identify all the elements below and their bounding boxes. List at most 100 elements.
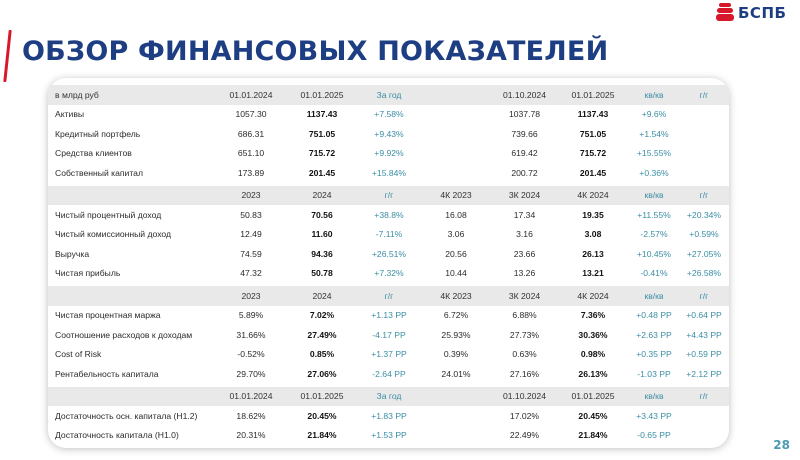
column-header: За год <box>376 391 402 402</box>
brand-logo: БСПБ <box>716 2 786 24</box>
column-header: 4К 2024 <box>577 190 609 201</box>
table-cell: 651.10 <box>237 148 265 159</box>
table-cell: +0.59 PP <box>686 349 722 360</box>
table-cell: 30.36% <box>578 329 608 340</box>
table-cell: -4.17 PP <box>372 329 406 340</box>
column-header <box>48 186 223 206</box>
table-cell: +20.34% <box>686 209 722 220</box>
table-cell: 27.06% <box>307 368 337 379</box>
column-header: кв/кв <box>644 190 664 201</box>
table-row: Чистая процентная маржа 5.89% 7.02% +1.13 P… <box>48 306 729 326</box>
row-label: Рентабельность капитала <box>55 368 159 379</box>
table-cell <box>420 406 492 426</box>
table-cell: 19.35 <box>582 209 604 220</box>
column-header: 4К 2024 <box>577 290 609 301</box>
table-cell: +2.63 PP <box>636 329 672 340</box>
column-header: кв/кв <box>644 391 664 402</box>
table-cell: +0.35 PP <box>636 349 672 360</box>
table-cell: 686.31 <box>237 128 265 139</box>
table-header-row: в млрд руб 01.01.2024 01.01.2025 За год 01.1… <box>48 85 729 105</box>
table-cell: -2.64 PP <box>372 368 406 379</box>
table-row: Чистый комиссионный доход 12.49 11.60 -7.11… <box>48 225 729 245</box>
column-header: 01.01.2025 <box>571 89 615 100</box>
table-cell <box>420 124 492 144</box>
table-cell: 6.72% <box>443 310 469 321</box>
table-cell: 751.05 <box>308 128 336 139</box>
column-header: 2023 <box>241 190 261 201</box>
table-cell: 21.84% <box>578 430 608 441</box>
table-cell: +27.05% <box>686 248 722 259</box>
table-row: Собственный капитал 173.89 201.45 +15.84% 20… <box>48 163 729 183</box>
table-cell <box>420 105 492 125</box>
table-cell: 47.32 <box>240 268 262 279</box>
table-row: Выручка 74.59 94.36 +26.51% 20.56 23.66 26.13 +… <box>48 244 729 264</box>
table-cell: 25.93% <box>441 329 471 340</box>
table-cell: +1.37 PP <box>371 349 407 360</box>
table-cell: +1.13 PP <box>371 310 407 321</box>
table-cell: 715.72 <box>579 148 607 159</box>
table-cell: 16.08 <box>445 209 467 220</box>
bank-logo-icon <box>716 3 734 21</box>
table-header-row: 2023 2024 г/г 4К 2023 3К 2024 4К 2024 кв/кв г/г <box>48 185 729 206</box>
table-cell: 200.72 <box>511 167 538 178</box>
row-label: Достаточность осн. капитала (Н1.2) <box>55 410 198 421</box>
table-cell: 50.78 <box>311 268 333 279</box>
table-row: Cost of Risk -0.52% 0.85% +1.37 PP 0.39% 0.63… <box>48 345 729 365</box>
table-cell: 11.60 <box>311 229 333 240</box>
table-cell: 27.16% <box>509 368 540 379</box>
row-label: Достаточность капитала (Н1.0) <box>55 430 179 441</box>
table-cell: +0.64 PP <box>686 310 722 321</box>
page-title: ОБЗОР ФИНАНСОВЫХ ПОКАЗАТЕЛЕЙ <box>22 36 609 67</box>
table-cell: 201.45 <box>579 167 607 178</box>
table-cell: 20.31% <box>236 430 266 441</box>
table-cell: 173.89 <box>237 167 265 178</box>
column-header: 01.10.2024 <box>502 391 546 402</box>
table-cell: 3.06 <box>447 229 465 240</box>
table-cell: 6.88% <box>512 310 537 321</box>
table-cell: 94.36 <box>311 248 333 259</box>
table-cell: 24.01% <box>441 368 471 379</box>
column-header: 01.01.2025 <box>300 391 344 402</box>
column-header <box>420 387 492 407</box>
table-cell <box>679 105 729 125</box>
table-cell: 739.66 <box>511 128 538 139</box>
table-cell: 23.66 <box>513 248 536 259</box>
table-cell: 27.73% <box>509 329 540 340</box>
table-cell: 27.49% <box>307 329 337 340</box>
table-cell: -7.11% <box>375 229 403 240</box>
accent-red-bar <box>3 30 12 82</box>
page-number: 28 <box>773 438 790 452</box>
table-row: Чистый процентный доход 50.83 70.56 +38.8% 1… <box>48 205 729 225</box>
row-label: Соотношение расходов к доходам <box>55 329 193 340</box>
table-row: Достаточность осн. капитала (Н1.2) 18.62%… <box>48 406 729 426</box>
table-cell: 0.39% <box>443 349 469 360</box>
logo-text: БСПБ <box>738 4 787 22</box>
table-cell <box>679 406 729 426</box>
row-label: Чистый процентный доход <box>55 209 162 220</box>
table-cell <box>420 426 492 446</box>
table-row: Активы 1057.30 1137.43 +7.58% 1037.78 1137.43… <box>48 105 729 125</box>
row-label: Чистая прибыль <box>55 268 121 279</box>
column-header: г/г <box>699 190 709 201</box>
table-cell: 0.98% <box>580 349 606 360</box>
table-cell: +0.48 PP <box>636 310 672 321</box>
table-cell: 715.72 <box>308 148 336 159</box>
table-cell: +10.45% <box>636 248 672 259</box>
table-row: Средства клиентов 651.10 715.72 +9.92% 619.4… <box>48 144 729 164</box>
table-cell: +4.43 PP <box>686 329 722 340</box>
row-label: Собственный капитал <box>55 167 143 178</box>
table-cell: 50.83 <box>240 209 262 220</box>
table-row: Кредитный портфель 686.31 751.05 +9.43% 739.… <box>48 124 729 144</box>
column-header: 4К 2023 <box>440 290 472 301</box>
table-cell: +9.92% <box>374 148 404 159</box>
table-cell: 751.05 <box>579 128 607 139</box>
table-cell: 201.45 <box>308 167 336 178</box>
table-row: Рентабельность капитала 29.70% 27.06% -2.64… <box>48 364 729 384</box>
table-cell: 619.42 <box>511 148 538 159</box>
table-header-row: 01.01.2024 01.01.2025 За год 01.10.2024 01.0… <box>48 386 729 407</box>
table-cell: +26.51% <box>371 248 407 259</box>
table-cell: -0.41% <box>640 268 668 279</box>
table-cell: +7.32% <box>374 268 404 279</box>
table-cell: 22.49% <box>509 430 540 441</box>
table-row: Чистая прибыль 47.32 50.78 +7.32% 10.44 13.26… <box>48 264 729 284</box>
